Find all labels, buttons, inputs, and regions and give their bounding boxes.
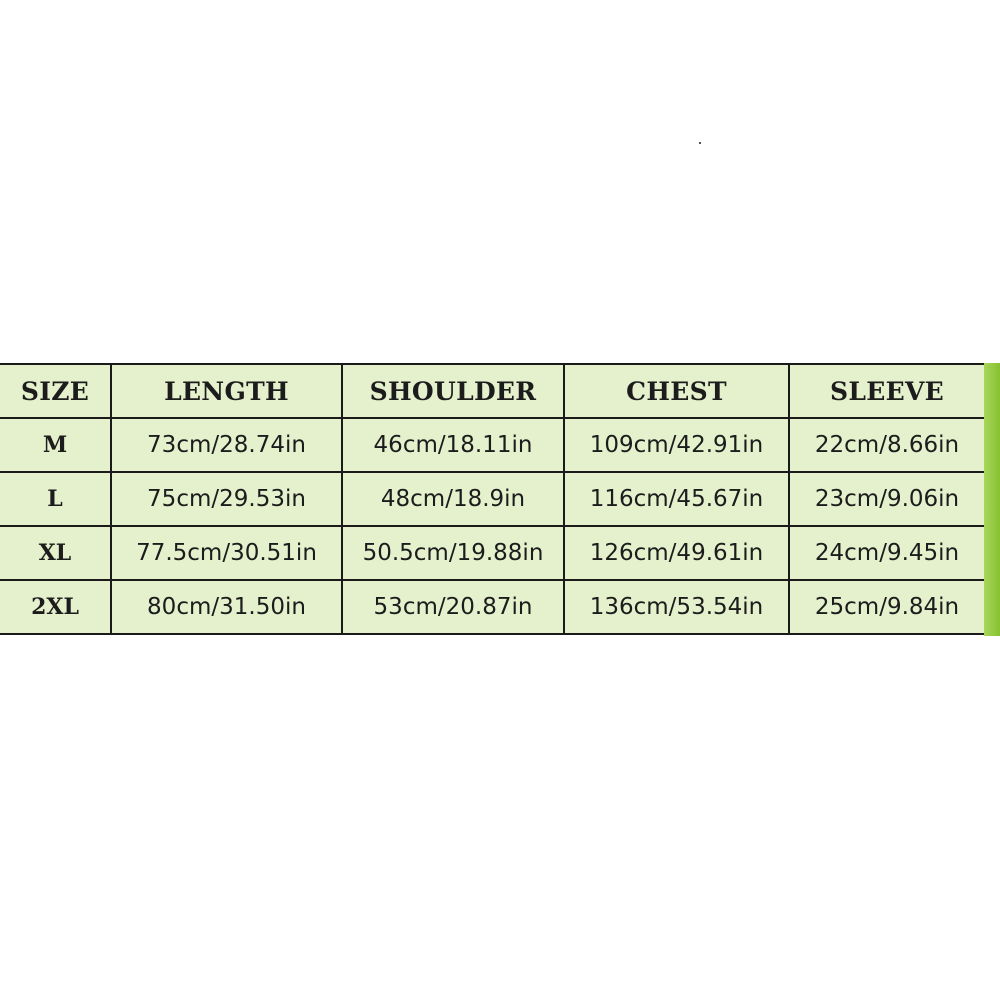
column-header-chest: CHEST [563,363,790,419]
measurement-cell: 50.5cm/19.88in [341,525,565,581]
column-header-shoulder: SHOULDER [341,363,565,419]
measurement-cell: 25cm/9.84in [788,579,986,635]
column-header-length: LENGTH [110,363,343,419]
column-header-sleeve: SLEEVE [788,363,986,419]
size-label: XL [0,525,112,581]
table-row: XL 77.5cm/30.51in 50.5cm/19.88in 126cm/49.6… [0,525,986,581]
size-table: SIZE LENGTH SHOULDER CHEST SLEEVE M 73cm/28.7… [0,363,986,635]
measurement-cell: 136cm/53.54in [563,579,790,635]
measurement-cell: 53cm/20.87in [341,579,565,635]
measurement-cell: 116cm/45.67in [563,471,790,527]
column-header-size: SIZE [0,363,112,419]
table-row: 2XL 80cm/31.50in 53cm/20.87in 136cm/53.54in… [0,579,986,635]
size-label: L [0,471,112,527]
measurement-cell: 73cm/28.74in [110,417,343,473]
measurement-cell: 22cm/8.66in [788,417,986,473]
measurement-cell: 109cm/42.91in [563,417,790,473]
measurement-cell: 126cm/49.61in [563,525,790,581]
measurement-cell: 23cm/9.06in [788,471,986,527]
measurement-cell: 24cm/9.45in [788,525,986,581]
size-label: 2XL [0,579,112,635]
header-row: SIZE LENGTH SHOULDER CHEST SLEEVE [0,363,986,419]
table-row: L 75cm/29.53in 48cm/18.9in 116cm/45.67in 23c… [0,471,986,527]
speck [699,142,701,144]
measurement-cell: 75cm/29.53in [110,471,343,527]
measurement-cell: 48cm/18.9in [341,471,565,527]
measurement-cell: 46cm/18.11in [341,417,565,473]
measurement-cell: 80cm/31.50in [110,579,343,635]
size-label: M [0,417,112,473]
measurement-cell: 77.5cm/30.51in [110,525,343,581]
table-row: M 73cm/28.74in 46cm/18.11in 109cm/42.91in 22… [0,417,986,473]
size-chart: SIZE LENGTH SHOULDER CHEST SLEEVE M 73cm/28.7… [0,363,1000,636]
green-accent-strip [984,363,1000,636]
